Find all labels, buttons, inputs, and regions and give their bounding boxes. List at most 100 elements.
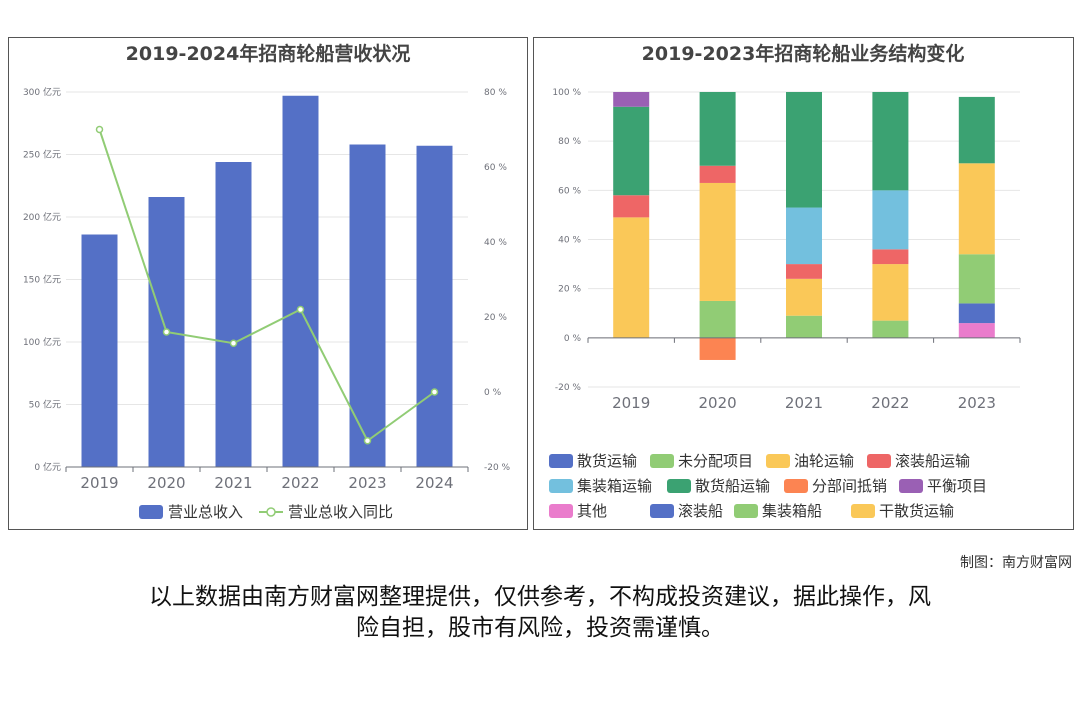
y2-axis-tick-label: 20 % [484, 313, 507, 323]
y2-axis-tick-label: -20 % [484, 463, 511, 473]
y-axis-tick-label: 0 亿元 [34, 461, 61, 473]
stacked-segment [872, 249, 909, 265]
x-axis-tick-label: 2022 [281, 474, 319, 492]
yoy-point [363, 437, 372, 445]
legend-label: 油轮运输 [794, 452, 854, 470]
stacked-segment [613, 195, 650, 218]
x-axis-tick-label: 2020 [699, 394, 737, 412]
y-axis-tick-label: 50 亿元 [29, 399, 61, 411]
legend-swatch [549, 504, 573, 518]
legend-swatch [549, 454, 573, 468]
stacked-segment [786, 207, 822, 265]
legend-label: 滚装船 [678, 502, 723, 520]
legend-label: 干散货运输 [879, 502, 954, 520]
legend-swatch [734, 504, 758, 518]
y-axis-tick-label: -20 % [555, 383, 582, 393]
y-axis-tick-label: 100 % [552, 88, 581, 98]
y-axis-tick-label: 40 % [558, 236, 581, 246]
revenue-chart-panel: 2019-2024年招商轮船营收状况 0 亿元 50 亿元 100 亿元 150 亿元 2… [8, 37, 528, 530]
stacked-segment [699, 300, 736, 338]
legend-swatch [667, 479, 691, 493]
stacked-segment [958, 96, 995, 164]
y-axis-tick-label: 0 % [564, 334, 582, 344]
legend-swatch [899, 479, 923, 493]
legend-swatch [650, 504, 674, 518]
revenue-bar [416, 145, 453, 467]
y2-axis-tick-label: 80 % [484, 88, 507, 98]
revenue-bar [282, 95, 319, 467]
stacked-segment [872, 190, 909, 250]
stacked-segment [699, 165, 736, 183]
legend-label: 平衡项目 [927, 477, 987, 495]
x-axis-tick-label: 2023 [958, 394, 996, 412]
legend-label: 集装箱船 [762, 502, 822, 520]
stacked-segment [699, 92, 736, 166]
revenue-bar [215, 162, 252, 467]
legend-label: 散货船运输 [695, 477, 770, 495]
x-axis-tick-label: 2020 [147, 474, 185, 492]
y-axis-tick-label: 200 亿元 [23, 211, 61, 223]
stacked-segment [786, 92, 822, 208]
stacked-segment [958, 323, 995, 338]
x-axis-tick-label: 2023 [348, 474, 386, 492]
y2-axis-tick-label: 60 % [484, 163, 507, 173]
stacked-segment [872, 320, 909, 338]
yoy-point [229, 339, 238, 347]
business-structure-chart: 2019-2023年招商轮船业务结构变化 -20 % 0 % 20 % 40 % 60 %… [549, 42, 1021, 520]
legend-swatch-yoy-marker [266, 507, 276, 517]
legend-label: 其他 [577, 502, 607, 520]
stacked-segment [786, 278, 822, 316]
yoy-line [98, 129, 436, 443]
stacked-segment [958, 254, 995, 304]
stacked-segment [699, 337, 736, 360]
x-axis-tick-label: 2021 [214, 474, 252, 492]
legend-swatch [867, 454, 891, 468]
stacked-segment [786, 315, 822, 338]
stacked-segment [958, 303, 995, 324]
chart-title: 2019-2023年招商轮船业务结构变化 [642, 42, 965, 65]
stacked-segment [872, 264, 909, 321]
business-structure-chart-panel: 2019-2023年招商轮船业务结构变化 -20 % 0 % 20 % 40 % 60 %… [533, 37, 1074, 530]
stacked-segment [613, 217, 650, 338]
y-axis-tick-label: 300 亿元 [23, 86, 61, 98]
legend-label: 滚装船运输 [895, 452, 970, 470]
legend-swatch [766, 454, 790, 468]
y-axis-tick-label: 150 亿元 [23, 274, 61, 286]
legend-label: 集装箱运输 [577, 477, 652, 495]
revenue-bar [349, 144, 386, 467]
stacked-segment [872, 92, 909, 191]
revenue-bar [81, 234, 118, 467]
y-axis-tick-label: 20 % [558, 285, 581, 295]
chart-credit: 制图：南方财富网 [960, 555, 1072, 571]
stacked-segment [613, 106, 650, 196]
yoy-point [430, 388, 439, 396]
x-axis-tick-label: 2019 [612, 394, 650, 412]
revenue-chart: 2019-2024年招商轮船营收状况 0 亿元 50 亿元 100 亿元 150 亿元 2… [23, 42, 511, 521]
stacked-segment [786, 264, 822, 279]
yoy-point [162, 328, 171, 336]
x-axis-tick-label: 2019 [80, 474, 118, 492]
yoy-point [95, 125, 104, 134]
legend-swatch [851, 504, 875, 518]
legend-label: 营业总收入同比 [288, 503, 393, 521]
y2-axis-tick-label: 40 % [484, 238, 507, 248]
y-axis-tick-label: 60 % [558, 186, 581, 196]
chart-title: 2019-2024年招商轮船营收状况 [126, 42, 411, 65]
disclaimer: 以上数据由南方财富网整理提供，仅供参考，不构成投资建议，据此操作，风 险自担，股… [0, 582, 1080, 644]
legend-swatch [650, 454, 674, 468]
x-axis-tick-label: 2022 [871, 394, 909, 412]
legend-swatch [784, 479, 808, 493]
legend-label: 营业总收入 [168, 503, 243, 521]
y-axis-tick-label: 100 亿元 [23, 336, 61, 348]
stacked-segment [613, 92, 650, 107]
x-axis-tick-label: 2024 [415, 474, 453, 492]
legend-label: 分部间抵销 [812, 477, 887, 495]
y2-axis-tick-label: 0 % [484, 388, 502, 398]
legend-label: 未分配项目 [678, 452, 753, 470]
y-axis-tick-label: 250 亿元 [23, 149, 61, 161]
x-axis-tick-label: 2021 [785, 394, 823, 412]
stacked-segment [958, 163, 995, 255]
legend-swatch [549, 479, 573, 493]
yoy-point [296, 305, 305, 314]
stacked-segment [699, 182, 736, 301]
